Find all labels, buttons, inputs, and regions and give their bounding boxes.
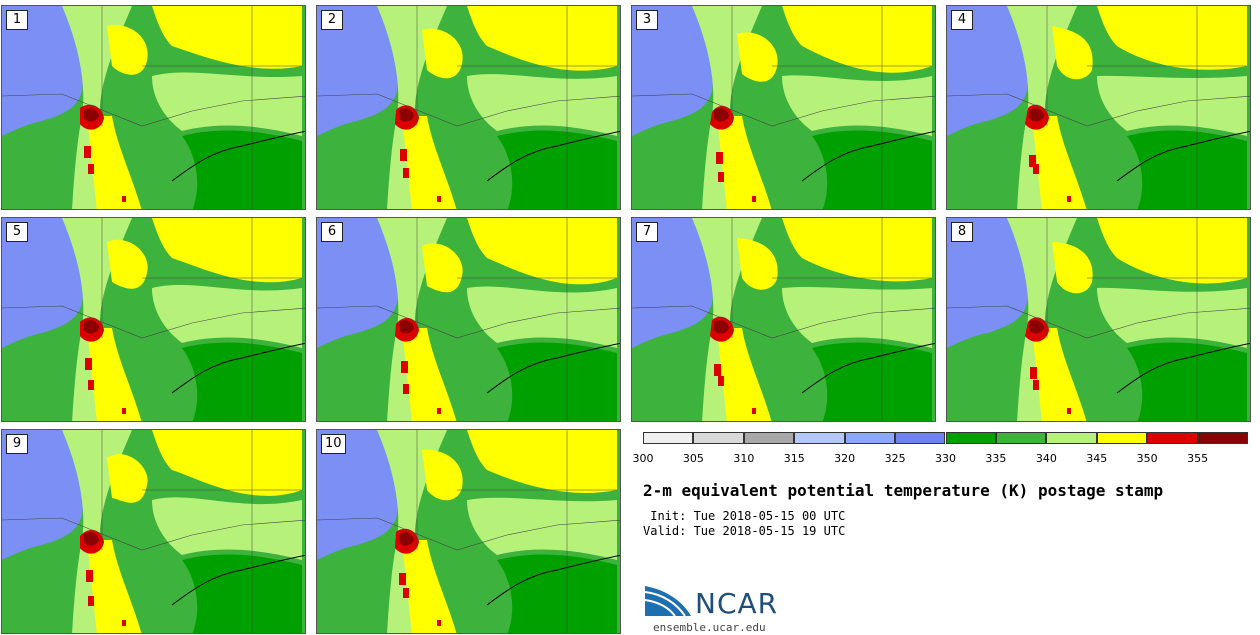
colorbar-bin xyxy=(844,432,896,444)
colorbar-bin xyxy=(1096,432,1148,444)
colorbar-bin xyxy=(895,432,946,444)
colorbar-tick-label: 315 xyxy=(783,452,805,465)
colorbar-bin xyxy=(1147,432,1198,444)
theta-e-field xyxy=(2,6,305,209)
ensemble-url: ensemble.ucar.edu xyxy=(653,621,766,634)
colorbar: 300 305 310 315 320 325 330 335 340 345 350 355 xyxy=(633,432,1248,466)
colorbar-tick-label: 350 xyxy=(1136,452,1158,465)
colorbar-tick-label: 325 xyxy=(884,452,906,465)
member-number-label: 4 xyxy=(951,10,973,30)
colorbar-bin xyxy=(643,432,694,444)
theta-e-field xyxy=(632,218,935,421)
ncar-swoosh-icon xyxy=(644,586,691,617)
ensemble-member-panel: 5 xyxy=(1,217,306,422)
theta-e-field xyxy=(317,218,620,421)
colorbar-tick-label: 320 xyxy=(834,452,856,465)
ensemble-member-panel: 2 xyxy=(316,5,621,210)
member-number-label: 3 xyxy=(636,10,658,30)
colorbar-tick-label: 330 xyxy=(935,452,956,465)
ensemble-member-panel: 1 xyxy=(1,5,306,210)
ncar-logo: NCAR ensemble.ucar.edu xyxy=(643,578,803,634)
ensemble-member-panel: 10 xyxy=(316,429,621,634)
colorbar-bin xyxy=(693,432,744,444)
member-number-label: 8 xyxy=(951,222,973,242)
member-number-label: 2 xyxy=(321,10,343,30)
theta-e-field xyxy=(632,6,935,209)
theta-e-field xyxy=(947,6,1250,209)
ensemble-member-panel: 6 xyxy=(316,217,621,422)
ensemble-member-panel: 8 xyxy=(946,217,1251,422)
member-number-label: 1 xyxy=(6,10,28,30)
colorbar-tick-label: 340 xyxy=(1035,452,1057,465)
colorbar-bin xyxy=(743,432,795,444)
colorbar-tick-label: 355 xyxy=(1187,452,1209,465)
colorbar-tick-label: 345 xyxy=(1086,452,1108,465)
member-number-label: 10 xyxy=(321,434,346,454)
theta-e-field xyxy=(2,218,305,421)
theta-e-field xyxy=(317,430,620,633)
ensemble-member-panel: 9 xyxy=(1,429,306,634)
init-time: Init: Tue 2018-05-15 00 UTC xyxy=(643,509,846,523)
colorbar-bin xyxy=(995,432,1047,444)
colorbar-bin xyxy=(945,432,996,444)
colorbar-tick-label: 310 xyxy=(733,452,755,465)
ensemble-member-panel: 3 xyxy=(631,5,936,210)
colorbar-tick-label: 335 xyxy=(985,452,1007,465)
colorbar-tick-label: 300 xyxy=(632,452,654,465)
colorbar-bin xyxy=(1197,432,1248,444)
member-number-label: 7 xyxy=(636,222,658,242)
theta-e-field xyxy=(947,218,1250,421)
theta-e-field xyxy=(2,430,305,633)
ncar-wordmark: NCAR xyxy=(695,587,779,620)
colorbar-bin xyxy=(794,432,845,444)
member-number-label: 6 xyxy=(321,222,343,242)
colorbar-tick-label: 305 xyxy=(682,452,704,465)
theta-e-field xyxy=(317,6,620,209)
chart-title: 2-m equivalent potential temperature (K)… xyxy=(643,481,1164,500)
ensemble-member-panel: 7 xyxy=(631,217,936,422)
ensemble-member-panel: 4 xyxy=(946,5,1251,210)
colorbar-bin xyxy=(1046,432,1097,444)
member-number-label: 9 xyxy=(6,434,28,454)
member-number-label: 5 xyxy=(6,222,28,242)
valid-time: Valid: Tue 2018-05-15 19 UTC xyxy=(643,524,846,538)
